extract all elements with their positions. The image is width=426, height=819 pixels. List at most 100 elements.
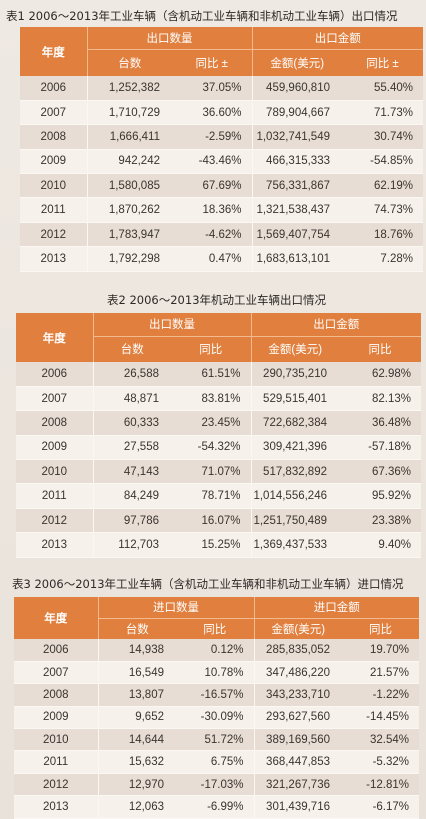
year-cell: 2013 (20, 246, 88, 272)
amount-cell: 517,832,892 (250, 459, 339, 485)
amount-yoy-cell: -12.81% (342, 773, 419, 797)
amount-column-header: 金额(美元) (251, 49, 342, 76)
year-cell: 2010 (20, 173, 88, 199)
year-cell: 2009 (14, 706, 99, 730)
amount-cell: 1,369,437,533 (250, 532, 339, 558)
amount-cell: 1,321,538,437 (251, 197, 342, 223)
year-cell: 2012 (20, 222, 88, 248)
qty-yoy-cell: -17.03% (176, 773, 254, 797)
year-header: 年度 (14, 597, 99, 639)
amount-cell: 309,421,396 (250, 435, 339, 461)
amount-cell: 301,439,716 (253, 795, 342, 819)
year-cell: 2012 (14, 773, 99, 797)
amount-yoy-cell: 55.40% (342, 76, 423, 101)
table-row: 2007 1,710,729 36.60% 789,904,667 71.73% (20, 100, 423, 126)
year-cell: 2007 (20, 100, 88, 126)
year-cell: 2011 (14, 750, 99, 774)
table-row: 2008 1,666,411 -2.59% 1,032,741,549 30.74% (20, 124, 423, 150)
qty-cell: 97,786 (93, 508, 171, 534)
table-row: 2006 26,588 61.51% 290,735,210 62.98% (16, 362, 421, 387)
qty-cell: 942,242 (87, 149, 172, 175)
qty-cell: 1,783,947 (87, 222, 172, 248)
export-amount-header: 出口金额 (251, 27, 423, 50)
amount-yoy-cell: -5.32% (342, 750, 419, 774)
amount-cell: 290,735,210 (250, 362, 339, 387)
amount-cell: 1,032,741,549 (251, 124, 342, 150)
amount-cell: 1,014,556,246 (250, 483, 339, 509)
qty-cell: 84,249 (93, 483, 171, 509)
qty-yoy-cell: 37.05% (172, 76, 252, 101)
table-row: 2011 1,870,262 18.36% 1,321,538,437 74.73% (20, 197, 423, 223)
qty-yoy-cell: 83.81% (171, 386, 251, 412)
amount-yoy-cell: 36.48% (339, 410, 421, 436)
amount-yoy-cell: 19.70% (342, 639, 419, 662)
qty-column-header: 台数 (87, 49, 172, 76)
amount-cell: 285,835,052 (253, 639, 342, 662)
qty-column-header: 台数 (98, 618, 176, 639)
qty-yoy-cell: -2.59% (172, 124, 252, 150)
amount-yoy-cell: 9.40% (339, 532, 421, 558)
year-cell: 2011 (20, 197, 88, 223)
qty-cell: 9,652 (98, 706, 176, 730)
year-cell: 2010 (16, 459, 94, 485)
qty-cell: 1,870,262 (87, 197, 172, 223)
amount-cell: 1,251,750,489 (250, 508, 339, 534)
export-qty-header: 出口数量 (93, 313, 251, 337)
qty-cell: 1,792,298 (87, 246, 172, 272)
import-amount-header: 进口金额 (253, 597, 419, 619)
qty-yoy-cell: 78.71% (171, 483, 251, 509)
year-cell: 2006 (20, 76, 88, 101)
table-row: 2012 12,970 -17.03% 321,267,736 -12.81% (14, 773, 419, 797)
year-cell: 2006 (16, 362, 94, 387)
export-qty-header: 出口数量 (87, 27, 252, 50)
year-cell: 2010 (14, 728, 99, 752)
amount-yoy-cell: 32.54% (342, 728, 419, 752)
amount-yoy-cell: -14.45% (342, 706, 419, 730)
year-cell: 2007 (16, 386, 94, 412)
amount-cell: 529,515,401 (250, 386, 339, 412)
qty-cell: 1,710,729 (87, 100, 172, 126)
amount-yoy-cell: 7.28% (342, 246, 423, 272)
table-row: 2013 112,703 15.25% 1,369,437,533 9.40% (16, 532, 421, 558)
table-row: 2012 1,783,947 -4.62% 1,569,407,754 18.76% (20, 222, 423, 248)
qty-yoy-cell: -30.09% (176, 706, 254, 730)
table3-title: 表3 2006～2013年工业车辆（含机动工业车辆和非机动工业车辆）进口情况 (12, 577, 404, 591)
qty-yoy-cell: 0.12% (176, 639, 254, 662)
qty-yoy-cell: -6.99% (176, 795, 254, 819)
amount-yoy-cell: 18.76% (342, 222, 423, 248)
table-row: 2009 9,652 -30.09% 293,627,560 -14.45% (14, 706, 419, 730)
amount-cell: 347,486,220 (253, 661, 342, 685)
qty-yoy-cell: 10.78% (176, 661, 254, 685)
qty-yoy-cell: 16.07% (171, 508, 251, 534)
qty-yoy-cell: 61.51% (171, 362, 251, 387)
table-row: 2009 942,242 -43.46% 466,315,333 -54.85% (20, 149, 423, 175)
year-cell: 2008 (20, 124, 88, 150)
qty-cell: 16,549 (98, 661, 176, 685)
year-header: 年度 (20, 27, 88, 76)
amount-column-header: 金额(美元) (250, 336, 339, 362)
table1: 年度 出口数量 出口金额 台数 同比 ± 金额(美元) 同比 ± 2006 1,2… (20, 27, 423, 272)
table-row: 2006 1,252,382 37.05% 459,960,810 55.40% (20, 76, 423, 101)
amount-yoy-cell: 67.36% (339, 459, 421, 485)
qty-cell: 14,644 (98, 728, 176, 752)
table-row: 2006 14,938 0.12% 285,835,052 19.70% (14, 639, 419, 662)
qty-cell: 12,063 (98, 795, 176, 819)
year-cell: 2007 (14, 661, 99, 685)
table-row: 2013 1,792,298 0.47% 1,683,613,101 7.28% (20, 246, 423, 272)
qty-yoy-cell: -43.46% (172, 149, 252, 175)
qty-cell: 1,252,382 (87, 76, 172, 101)
year-cell: 2013 (14, 795, 99, 819)
qty-yoy-cell: -16.57% (176, 683, 254, 707)
amount-cell: 789,904,667 (251, 100, 342, 126)
table-row: 2009 27,558 -54.32% 309,421,396 -57.18% (16, 435, 421, 461)
amount-yoy-cell: -54.85% (342, 149, 423, 175)
amount-yoy-cell: 30.74% (342, 124, 423, 150)
qty-yoy-cell: 71.07% (171, 459, 251, 485)
export-amount-header: 出口金额 (250, 313, 421, 337)
qty-column-header: 台数 (93, 336, 171, 362)
amount-cell: 1,569,407,754 (251, 222, 342, 248)
qty-yoy-column-header: 同比 (171, 336, 251, 362)
qty-cell: 27,558 (93, 435, 171, 461)
amount-cell: 459,960,810 (251, 76, 342, 101)
table-row: 2008 60,333 23.45% 722,682,384 36.48% (16, 410, 421, 436)
